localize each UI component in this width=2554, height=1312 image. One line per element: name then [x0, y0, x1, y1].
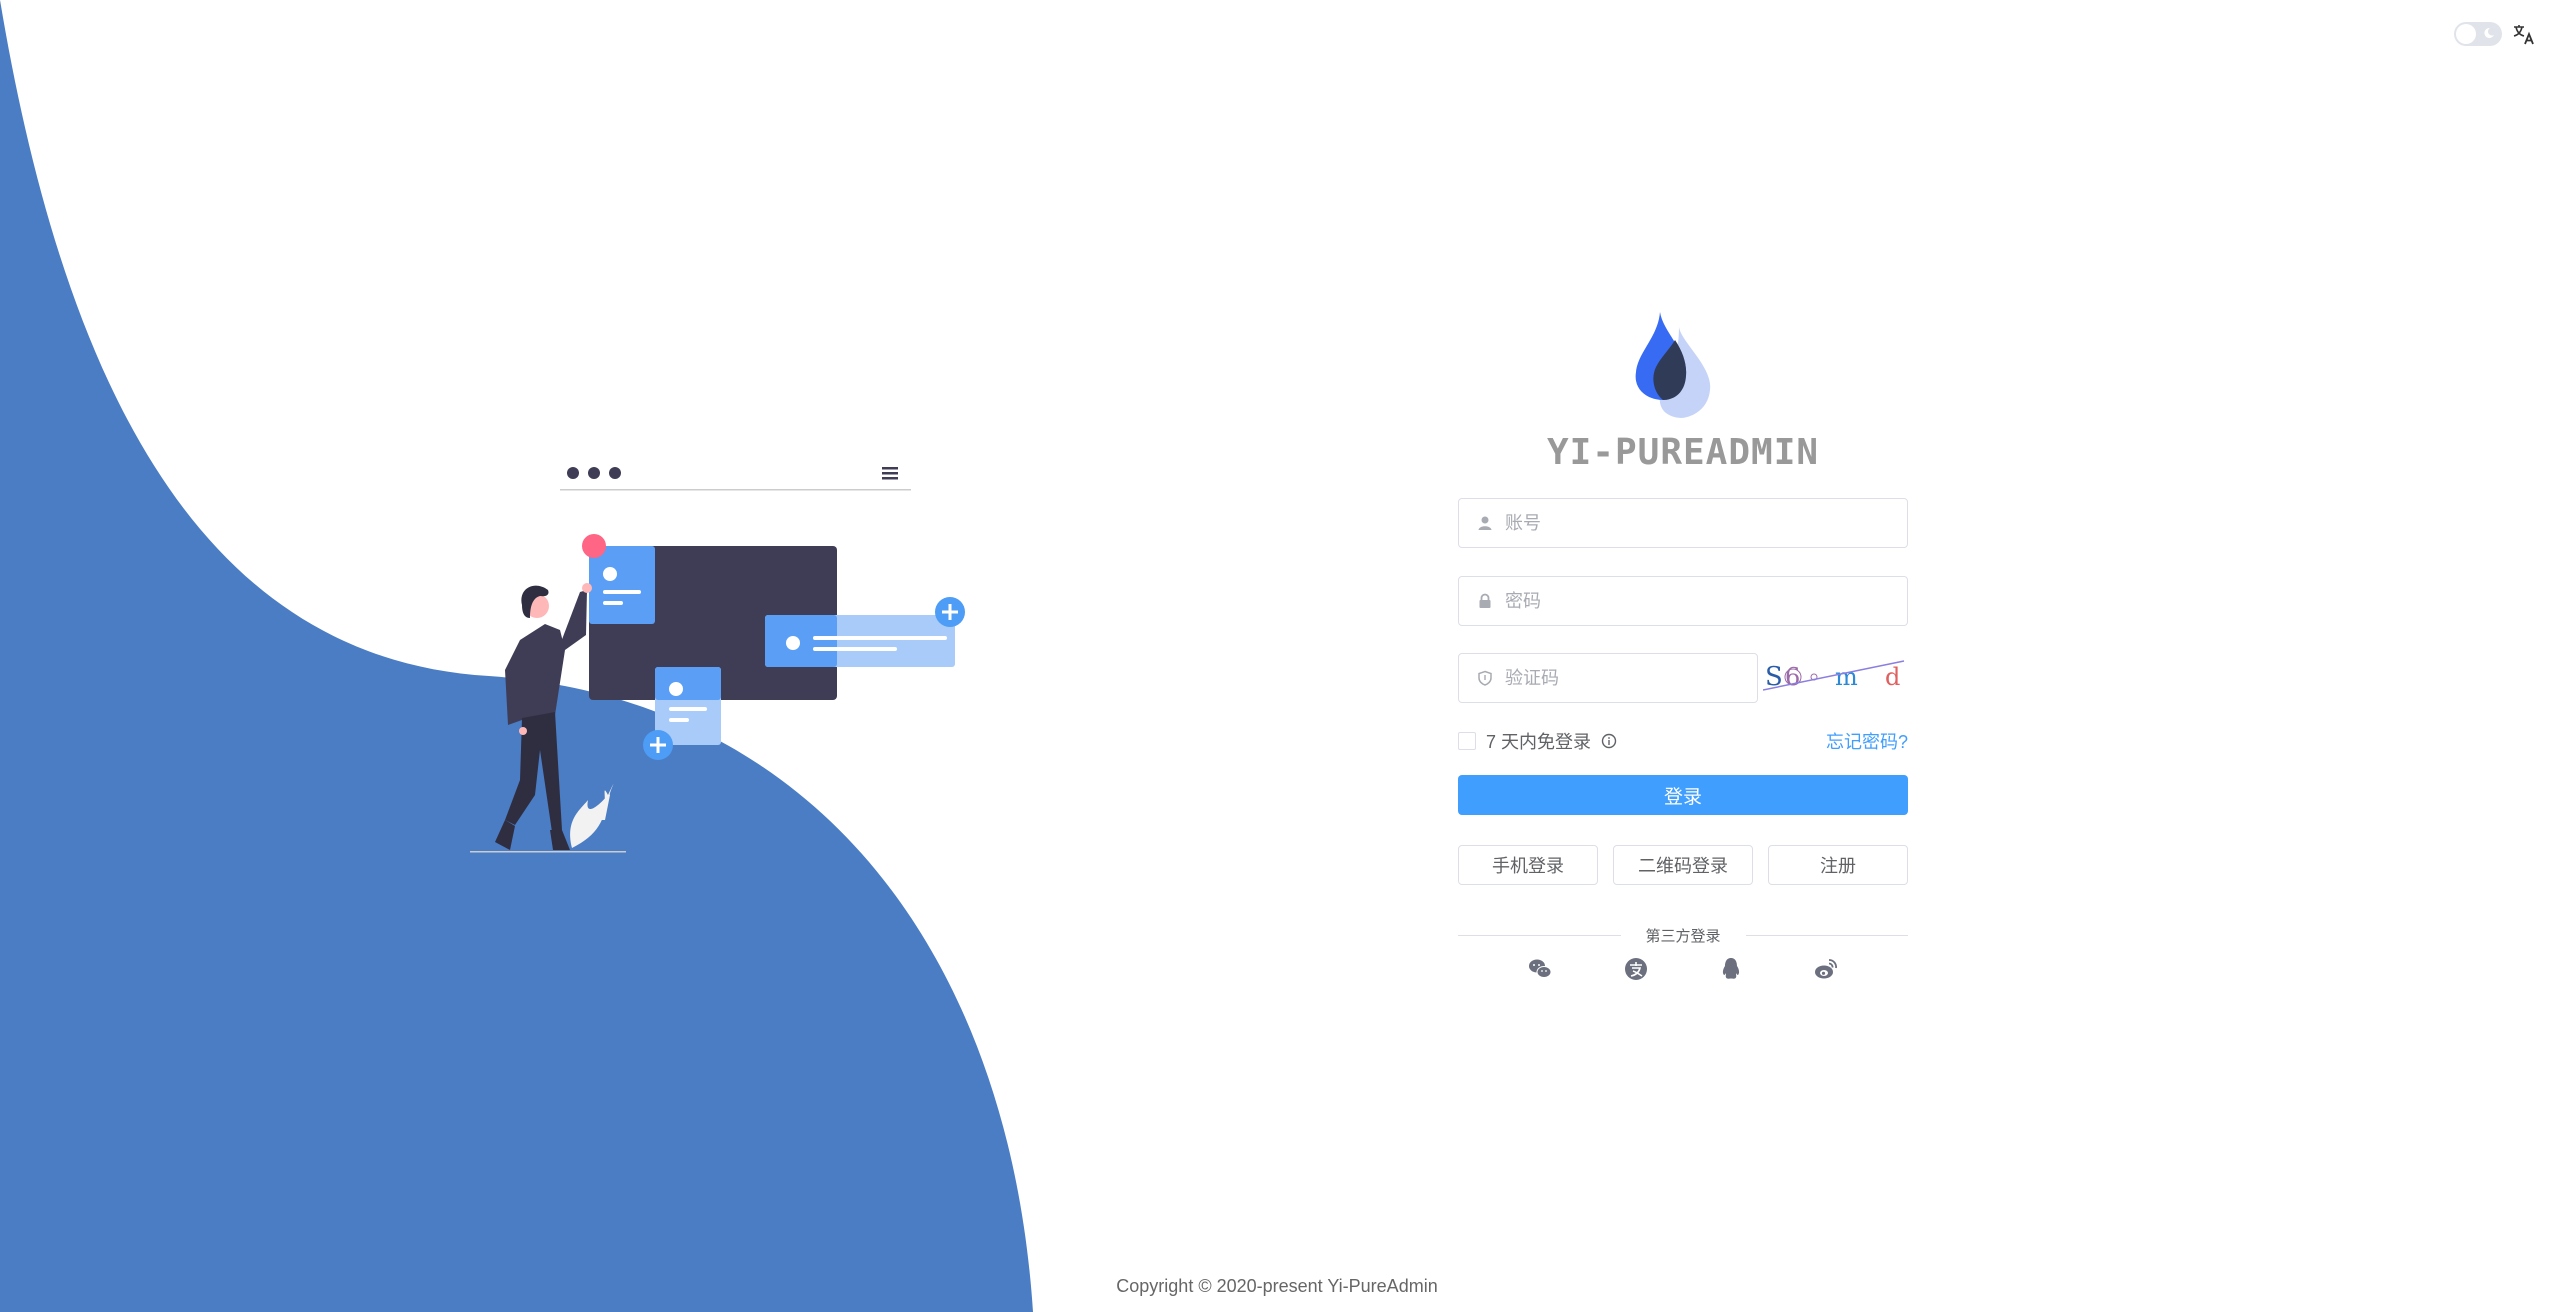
shield-icon	[1478, 670, 1492, 686]
third-party-label: 第三方登录	[1645, 928, 1721, 945]
login-illustration	[470, 467, 965, 853]
svg-text:6: 6	[1785, 663, 1800, 691]
remember-label: 7 天内免登录	[1486, 732, 1592, 752]
captcha-field[interactable]	[1458, 653, 1758, 703]
login-button[interactable]: 登录	[1458, 775, 1908, 815]
lock-icon	[1479, 593, 1491, 608]
username-input[interactable]	[1503, 511, 1907, 535]
svg-text:S: S	[1765, 662, 1783, 692]
captcha-image[interactable]: S 6 m d	[1763, 653, 1908, 703]
user-icon	[1478, 516, 1492, 530]
app-title: YI-PUREADMIN	[1546, 432, 1820, 473]
captcha-input[interactable]	[1503, 666, 1757, 690]
qrcode-login-button[interactable]: 二维码登录	[1613, 845, 1753, 885]
dark-mode-toggle[interactable]	[2454, 22, 2502, 46]
info-icon[interactable]	[1601, 733, 1617, 749]
wechat-icon[interactable]	[1528, 957, 1552, 981]
translate-icon[interactable]	[2512, 22, 2536, 46]
forgot-password-link[interactable]: 忘记密码?	[1825, 732, 1908, 752]
svg-text:d: d	[1885, 663, 1900, 691]
register-button[interactable]: 注册	[1768, 845, 1908, 885]
svg-text:m: m	[1835, 663, 1858, 691]
copyright-footer: Copyright © 2020-present Yi-PureAdmin	[1116, 1276, 1438, 1296]
username-field[interactable]	[1458, 498, 1908, 548]
phone-login-button[interactable]: 手机登录	[1458, 845, 1598, 885]
toggle-knob	[2456, 24, 2476, 44]
remember-checkbox[interactable]: 7 天内免登录	[1458, 728, 1617, 754]
remember-row: 7 天内免登录 忘记密码?	[1458, 728, 1908, 754]
checkbox-box[interactable]	[1458, 732, 1476, 750]
alt-login-buttons: 手机登录 二维码登录 注册	[1458, 845, 1908, 885]
moon-icon	[2484, 27, 2494, 38]
alipay-icon[interactable]	[1624, 957, 1648, 981]
password-input[interactable]	[1503, 589, 1907, 613]
weibo-icon[interactable]	[1814, 957, 1838, 981]
password-field[interactable]	[1458, 576, 1908, 626]
brand-logo	[1635, 312, 1711, 418]
third-party-divider: 第三方登录	[1458, 925, 1909, 946]
qq-icon[interactable]	[1719, 957, 1743, 981]
top-toolbar	[2454, 22, 2536, 46]
